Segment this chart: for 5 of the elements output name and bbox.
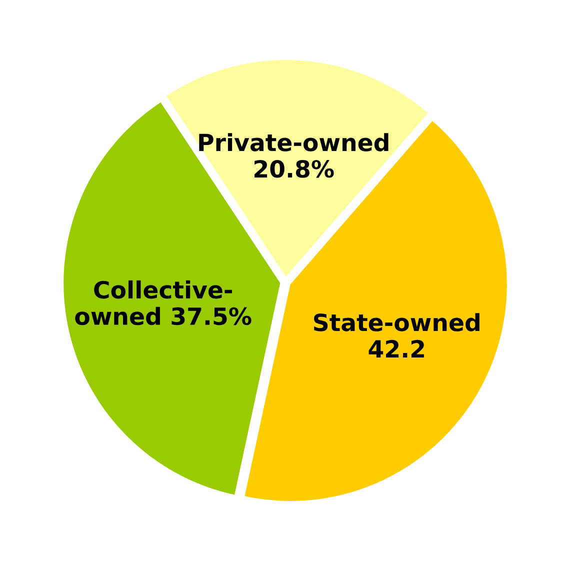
slice-label: State-owned (314, 313, 480, 332)
data-label: 42.2 (368, 340, 424, 358)
slice-label: Private-owned (199, 133, 388, 152)
slice-label: Collective-owned 37.5% (75, 280, 252, 326)
data-label: 20.8% (254, 160, 334, 178)
